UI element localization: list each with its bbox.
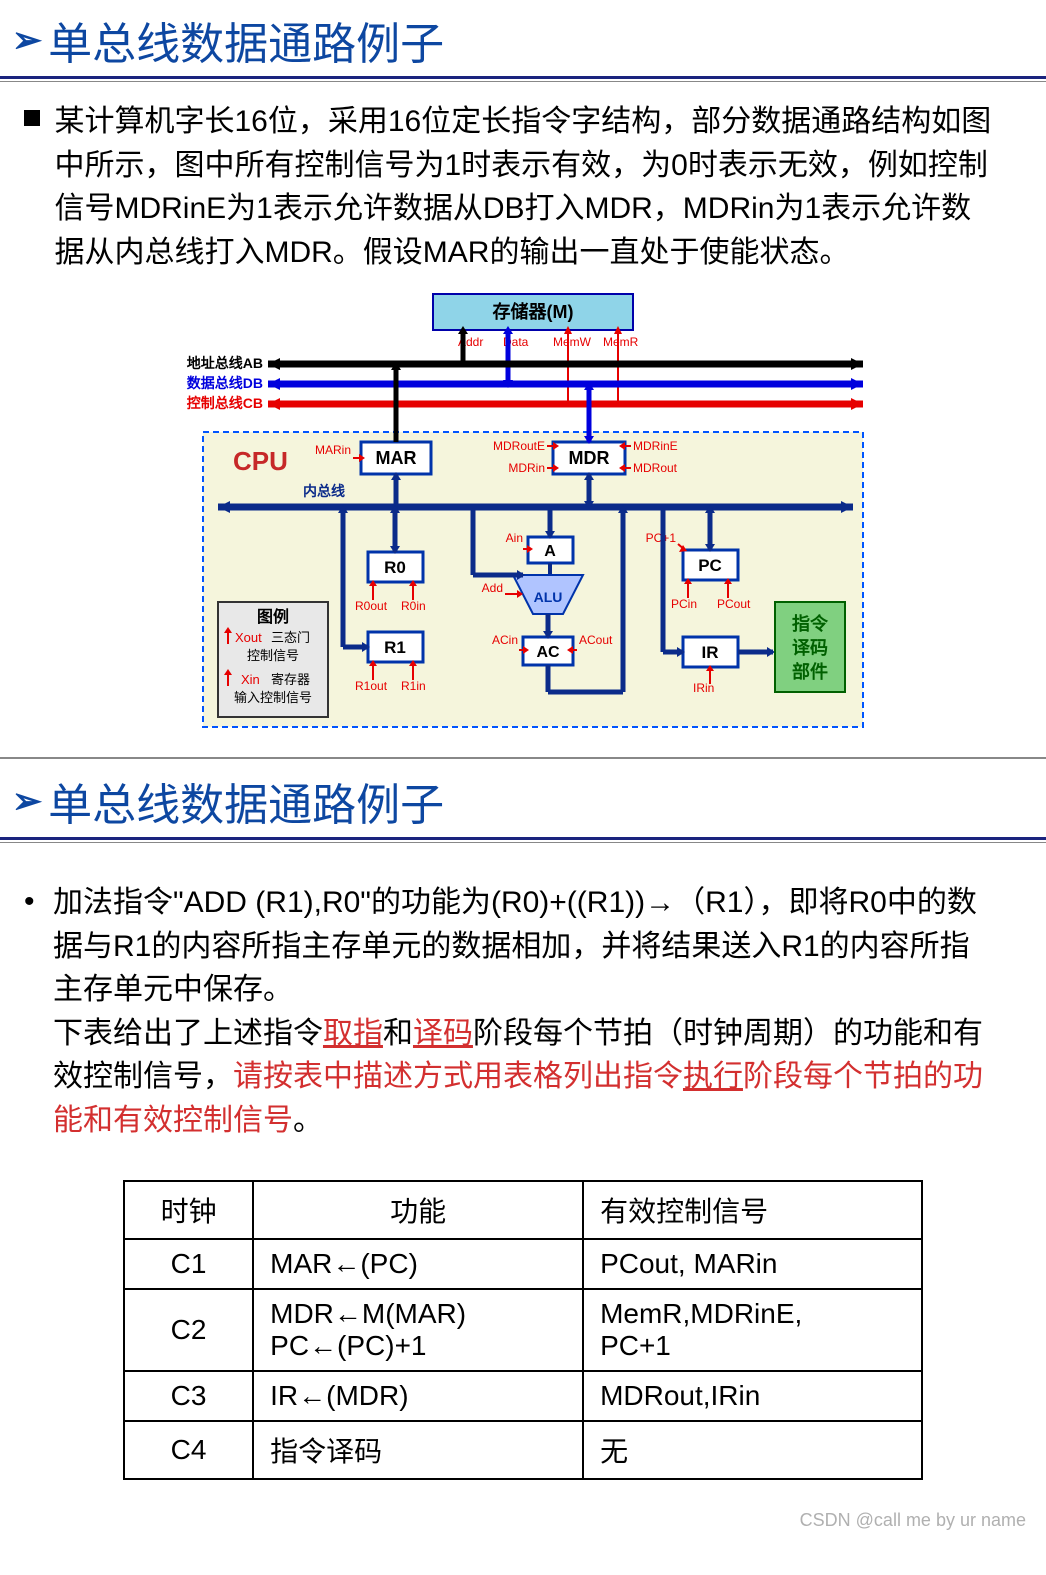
svg-text:AC: AC: [536, 644, 560, 661]
svg-text:存储器(M): 存储器(M): [493, 301, 574, 322]
section1-para-text: 某计算机字长16位，采用16位定长指令字结构，部分数据通路结构如图中所示，图中所…: [54, 100, 994, 274]
section1-title: ➢ 单总线数据通路例子: [0, 0, 1046, 79]
svg-text:内总线: 内总线: [303, 483, 345, 499]
table-row: C1 MAR←(PC) PCout, MARin: [124, 1239, 922, 1289]
divider: [0, 81, 1046, 82]
divider: [0, 842, 1046, 843]
cycle-table: 时钟 功能 有效控制信号 C1 MAR←(PC) PCout, MARin C2…: [123, 1180, 923, 1480]
col-func: 功能: [253, 1181, 583, 1239]
svg-text:PCout: PCout: [717, 597, 751, 611]
svg-text:译码: 译码: [792, 638, 828, 658]
svg-text:R0: R0: [384, 558, 406, 577]
svg-text:Xin: Xin: [241, 672, 260, 687]
square-bullet-icon: [24, 110, 40, 126]
svg-text:IRin: IRin: [693, 681, 714, 695]
svg-text:R1in: R1in: [401, 679, 426, 693]
svg-text:A: A: [544, 543, 556, 560]
svg-text:寄存器: 寄存器: [271, 672, 310, 687]
svg-text:MAR: MAR: [376, 448, 417, 468]
svg-text:ACin: ACin: [492, 633, 518, 647]
svg-text:IR: IR: [702, 643, 719, 662]
svg-text:MemR: MemR: [603, 335, 639, 349]
col-sig: 有效控制信号: [583, 1181, 922, 1239]
svg-text:PC: PC: [698, 556, 722, 575]
svg-text:输入控制信号: 输入控制信号: [234, 690, 312, 705]
triangle-icon: ➢: [12, 780, 42, 822]
section2-para-text: 加法指令"ADD (R1),R0"的功能为(R0)+((R1))→（R1），即将…: [53, 881, 993, 1142]
svg-text:R0out: R0out: [355, 599, 388, 613]
svg-text:MDRout: MDRout: [633, 461, 678, 475]
divider: [0, 757, 1046, 759]
svg-text:地址总线AB: 地址总线AB: [187, 355, 263, 371]
svg-text:R1out: R1out: [355, 679, 388, 693]
svg-text:R0in: R0in: [401, 599, 426, 613]
svg-text:MDRinE: MDRinE: [633, 439, 678, 453]
c2-func: MDR←M(MAR) PC←(PC)+1: [253, 1289, 583, 1371]
svg-text:Add: Add: [482, 581, 503, 595]
dot-bullet-icon: •: [24, 885, 35, 919]
svg-text:Ain: Ain: [506, 531, 523, 545]
svg-text:MARin: MARin: [315, 443, 351, 457]
svg-text:Xout: Xout: [235, 630, 262, 645]
table-row: C3 IR←(MDR) MDRout,IRin: [124, 1371, 922, 1421]
svg-text:MDRin: MDRin: [508, 461, 545, 475]
section2-title-text: 单总线数据通路例子: [48, 769, 444, 833]
datapath-diagram: 存储器(M) Addr Data MemW MemR 地址总线AB 数据总线DB…: [173, 292, 873, 737]
svg-text:PCin: PCin: [671, 597, 697, 611]
svg-text:控制信号: 控制信号: [247, 648, 299, 663]
svg-text:图例: 图例: [257, 607, 289, 626]
col-clock: 时钟: [124, 1181, 253, 1239]
svg-text:控制总线CB: 控制总线CB: [187, 395, 263, 411]
watermark: CSDN @call me by ur name: [0, 1510, 1046, 1541]
table-header-row: 时钟 功能 有效控制信号: [124, 1181, 922, 1239]
svg-text:CPU: CPU: [233, 446, 288, 476]
svg-text:ALU: ALU: [534, 589, 563, 605]
svg-text:指令: 指令: [792, 613, 829, 634]
svg-text:MDR: MDR: [569, 448, 610, 468]
svg-text:R1: R1: [384, 638, 406, 657]
section1-para: 某计算机字长16位，采用16位定长指令字结构，部分数据通路结构如图中所示，图中所…: [0, 100, 1046, 292]
table-row: C4 指令译码 无: [124, 1421, 922, 1479]
svg-text:部件: 部件: [792, 661, 828, 682]
svg-text:数据总线DB: 数据总线DB: [187, 375, 263, 391]
triangle-icon: ➢: [12, 19, 42, 61]
section1-title-text: 单总线数据通路例子: [48, 8, 444, 72]
section2-title: ➢ 单总线数据通路例子: [0, 761, 1046, 840]
svg-text:MDRoutE: MDRoutE: [493, 439, 545, 453]
svg-text:MemW: MemW: [553, 335, 592, 349]
c2-sig: MemR,MDRinE, PC+1: [583, 1289, 922, 1371]
svg-text:三态门: 三态门: [271, 630, 310, 645]
svg-text:ACout: ACout: [579, 633, 613, 647]
section2-para: • 加法指令"ADD (R1),R0"的功能为(R0)+((R1))→（R1），…: [0, 881, 1046, 1160]
table-row: C2 MDR←M(MAR) PC←(PC)+1 MemR,MDRinE, PC+…: [124, 1289, 922, 1371]
